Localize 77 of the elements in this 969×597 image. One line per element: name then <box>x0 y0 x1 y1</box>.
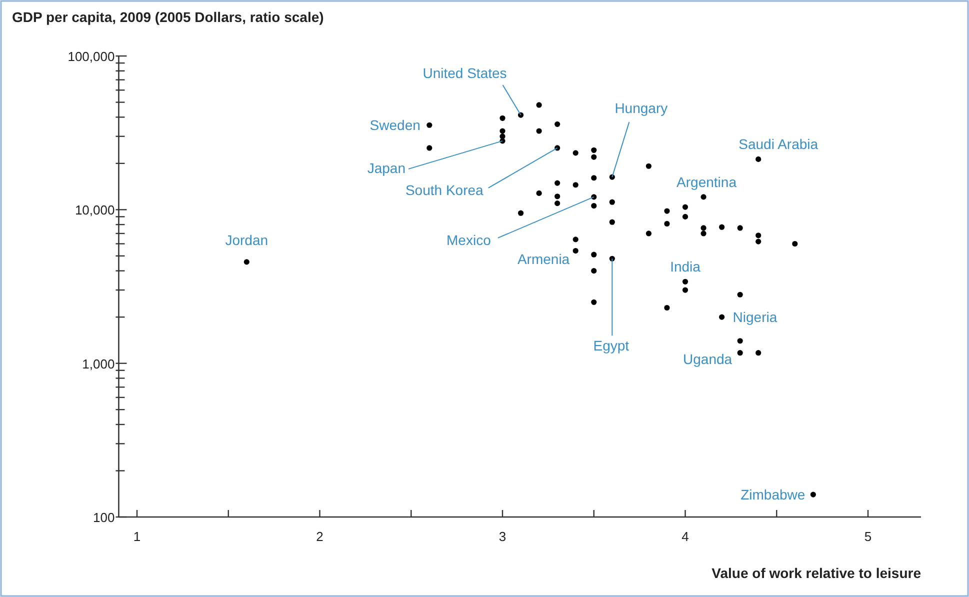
annotation: Nigeria <box>732 309 778 326</box>
point <box>518 210 524 216</box>
point <box>700 230 706 236</box>
point <box>591 175 597 181</box>
point <box>737 225 743 231</box>
x-tick-label: 1 <box>133 529 141 544</box>
point <box>554 194 560 200</box>
point <box>664 304 670 311</box>
annotation: Jordan <box>225 232 268 248</box>
y-tick-label: 1,000 <box>82 356 115 372</box>
annotation: Japan <box>367 160 406 176</box>
point <box>609 199 615 205</box>
point <box>664 208 670 214</box>
annotation: Mexico <box>446 232 492 248</box>
point <box>572 248 578 254</box>
point <box>426 145 432 151</box>
point <box>536 102 542 108</box>
point <box>572 150 578 156</box>
point <box>756 156 762 162</box>
point <box>572 236 578 242</box>
point <box>591 299 597 305</box>
point <box>756 232 762 238</box>
y-tick-label: 100 <box>93 510 115 525</box>
point <box>682 214 688 220</box>
point <box>700 194 706 200</box>
point <box>756 350 762 356</box>
annotation: Saudi Arabia <box>738 136 818 152</box>
annotation: United States <box>422 65 507 82</box>
annotation: Armenia <box>517 250 570 267</box>
point <box>500 128 506 134</box>
point <box>536 190 542 196</box>
point <box>719 224 725 230</box>
annotation: Argentina <box>676 174 737 190</box>
point <box>591 268 597 274</box>
point <box>646 163 652 169</box>
point <box>810 492 816 498</box>
annotation: Uganda <box>683 350 732 367</box>
point <box>554 180 560 186</box>
point <box>700 225 706 231</box>
point <box>536 128 542 134</box>
x-tick-label: 2 <box>316 529 324 544</box>
point <box>682 204 688 210</box>
annotation: Hungary <box>614 100 668 116</box>
point <box>756 238 762 244</box>
point <box>591 154 597 160</box>
annotation: South Korea <box>405 182 484 198</box>
point <box>664 220 670 227</box>
point <box>554 200 560 206</box>
annotation: Egypt <box>593 338 630 354</box>
x-tick-label: 3 <box>498 529 506 544</box>
point <box>737 350 743 356</box>
point <box>646 230 652 236</box>
y-tick-label: 10,000 <box>74 202 115 218</box>
point <box>591 202 597 209</box>
point <box>737 338 743 344</box>
point <box>591 147 597 153</box>
point <box>609 219 615 225</box>
x-tick-label: 5 <box>864 529 872 544</box>
point <box>737 292 743 298</box>
annotation: India <box>670 258 701 275</box>
y-tick-label: 100,000 <box>68 49 115 64</box>
annotation: Sweden <box>370 117 420 134</box>
point <box>682 287 688 293</box>
annotation: Zimbabwe <box>740 486 806 503</box>
point <box>500 115 506 121</box>
point <box>554 121 560 127</box>
x-tick-label: 4 <box>682 529 689 544</box>
point <box>572 182 578 188</box>
point <box>426 122 432 128</box>
point <box>244 259 250 265</box>
point <box>500 134 506 140</box>
x-axis-title: Value of work relative to leisure <box>712 565 922 581</box>
y-axis-title: GDP per capita, 2009 (2005 Dollars, ratio scale) <box>12 9 324 25</box>
point <box>682 278 688 284</box>
point <box>719 314 725 320</box>
point <box>792 240 798 247</box>
point <box>591 252 597 258</box>
